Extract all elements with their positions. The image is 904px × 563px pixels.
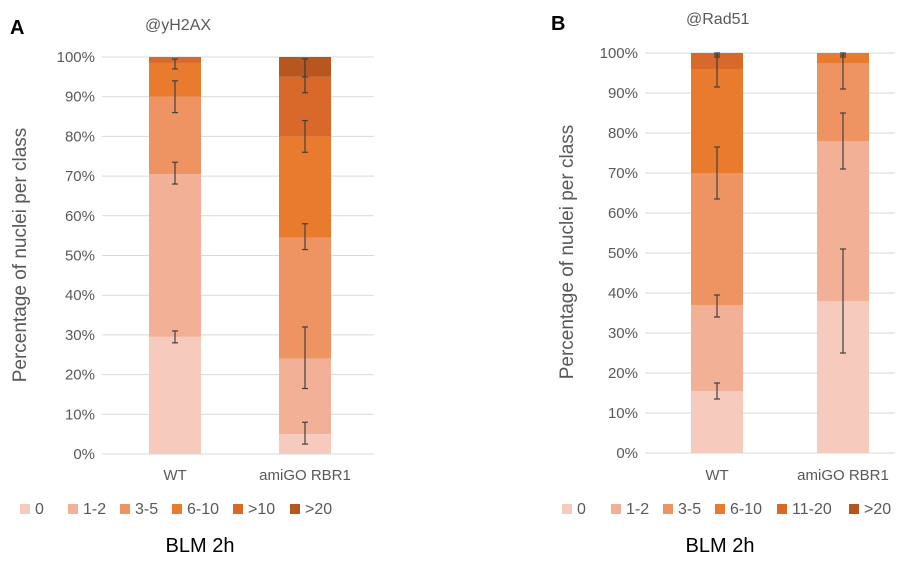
y-tick-label: 40% [608, 285, 638, 302]
x-category-label: WT [163, 467, 186, 484]
legend-swatch [849, 504, 859, 514]
y-tick-label: 60% [608, 205, 638, 222]
error-bar [714, 146, 720, 200]
legend-swatch [562, 504, 572, 514]
legend-label: 1-2 [83, 501, 106, 518]
error-bar [172, 161, 178, 185]
y-tick-label: 70% [65, 168, 95, 185]
panel-b-title: @Rad51 [686, 11, 749, 28]
panel-b-legend-item: 11-20 [777, 501, 832, 518]
x-category-label: amiGO RBR1 [797, 467, 889, 484]
error-bar [302, 58, 308, 78]
error-bar [714, 294, 720, 318]
panel-a-legend-item: 1-2 [68, 501, 106, 518]
y-tick-label: 10% [608, 405, 638, 422]
y-tick-label: 40% [65, 287, 95, 304]
panel-a-ylabel: Percentage of nuclei per class [10, 128, 31, 383]
legend-swatch [663, 504, 673, 514]
panel-b-ylabel: Percentage of nuclei per class [557, 125, 578, 380]
y-tick-label: 100% [57, 49, 95, 66]
panel-b-chart: B @Rad51 Percentage of nuclei per class … [551, 11, 895, 557]
y-tick-label: 10% [65, 406, 95, 423]
legend-label: 6-10 [187, 501, 219, 518]
panel-a-legend-item: 0 [20, 501, 44, 518]
y-tick-label: 100% [600, 45, 638, 62]
error-bar [302, 223, 308, 251]
legend-label: >20 [864, 501, 891, 518]
panel-a-plot-area: 0% 10% 20% 30% 40% 50% 60% 70% 80% 90% 100% WT amiGO… [57, 49, 374, 484]
legend-label: >20 [305, 501, 332, 518]
error-bar [302, 326, 308, 390]
bar-segment [149, 336, 201, 454]
legend-swatch [172, 504, 182, 514]
legend-swatch [68, 504, 78, 514]
panel-a-title: @yH2AX [145, 17, 211, 34]
panel-b-label: B [551, 13, 565, 35]
legend-label: 3-5 [135, 501, 158, 518]
y-tick-label: 30% [65, 327, 95, 344]
bar-segment [149, 174, 201, 337]
x-category-label: amiGO RBR1 [259, 467, 351, 484]
panel-b-legend-item: 6-10 [715, 501, 762, 518]
legend-label: 1-2 [626, 501, 649, 518]
legend-label: 0 [35, 501, 44, 518]
error-bar [302, 421, 308, 445]
x-category-label: WT [705, 467, 728, 484]
y-tick-label: 90% [65, 89, 95, 106]
panel-a-legend-item: >20 [290, 501, 332, 518]
y-tick-label: 50% [608, 245, 638, 262]
panel-a-chart: A @yH2AX Percentage of nuclei per class … [10, 17, 374, 557]
panel-b-legend-item: 1-2 [611, 501, 649, 518]
y-tick-label: 0% [616, 445, 638, 462]
error-bar [172, 80, 178, 114]
panel-a-legend: 0 1-2 3-5 6-10 >10 >20 [20, 501, 332, 518]
legend-swatch [120, 504, 130, 514]
error-bar [840, 248, 846, 354]
panel-b-legend: 0 1-2 3-5 6-10 11-20 >20 [562, 501, 891, 518]
panel-b-xlabel: BLM 2h [686, 535, 755, 557]
panel-a-xlabel: BLM 2h [166, 535, 235, 557]
panel-b-legend-item: >20 [849, 501, 891, 518]
y-tick-label: 80% [608, 125, 638, 142]
y-tick-label: 60% [65, 208, 95, 225]
legend-label: 6-10 [730, 501, 762, 518]
bar-segment [279, 136, 331, 238]
legend-swatch [20, 504, 30, 514]
legend-swatch [777, 504, 787, 514]
legend-label: 3-5 [678, 501, 701, 518]
y-tick-label: 90% [608, 85, 638, 102]
y-tick-label: 20% [65, 367, 95, 384]
error-bar [840, 112, 846, 170]
y-tick-label: 80% [65, 128, 95, 145]
error-bar [302, 119, 308, 153]
legend-swatch [233, 504, 243, 514]
y-tick-label: 0% [73, 446, 95, 463]
error-bar [840, 52, 846, 58]
legend-swatch [611, 504, 621, 514]
y-tick-label: 30% [608, 325, 638, 342]
legend-label: 11-20 [792, 501, 832, 518]
legend-swatch [290, 504, 300, 514]
bar-segment [691, 305, 743, 391]
panel-a-label: A [10, 17, 24, 39]
error-bar [172, 58, 178, 70]
error-bar [714, 382, 720, 400]
panel-b-legend-item: 3-5 [663, 501, 701, 518]
y-tick-label: 50% [65, 248, 95, 265]
error-bar [172, 330, 178, 344]
y-tick-label: 20% [608, 365, 638, 382]
panel-a-legend-item: >10 [233, 501, 275, 518]
legend-label: >10 [248, 501, 275, 518]
legend-label: 0 [577, 501, 586, 518]
legend-swatch [715, 504, 725, 514]
bar-segment [691, 391, 743, 453]
panel-a-legend-item: 6-10 [172, 501, 219, 518]
error-bar [714, 52, 720, 58]
y-tick-label: 70% [608, 165, 638, 182]
panel-a-legend-item: 3-5 [120, 501, 158, 518]
panel-b-legend-item: 0 [562, 501, 586, 518]
panel-b-plot-area: 0% 10% 20% 30% 40% 50% 60% 70% 80% 90% 100% WT amiGO… [600, 45, 895, 484]
